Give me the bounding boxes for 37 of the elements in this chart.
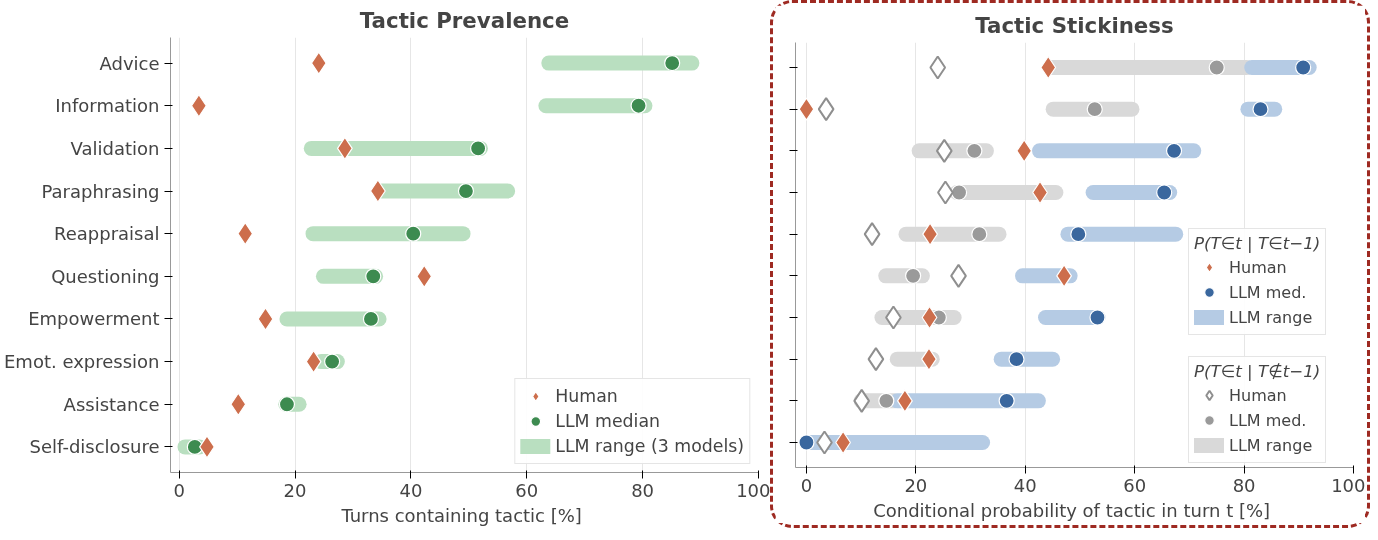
x-tick-label: 80 (631, 479, 655, 501)
legend-label: LLM med. (1229, 282, 1307, 302)
y-tick-label: Emot. expression (3, 351, 160, 373)
y-tick-label: Assistance (63, 393, 160, 415)
y-tick-label: Advice (99, 52, 160, 74)
legend-label: Human (555, 386, 618, 406)
y-tick-label: Paraphrasing (41, 180, 160, 202)
legend-label: LLM range (3 models) (555, 436, 744, 456)
x-tick-label: 0 (800, 474, 813, 496)
y-tick-label: Empowerment (28, 308, 160, 330)
x-axis-title: Conditional probability of tactic in turn t [%] (873, 499, 1271, 521)
legend-label: LLM range (1229, 435, 1313, 455)
chart-title: Tactic Prevalence (359, 7, 570, 33)
x-tick-label: 20 (904, 474, 928, 496)
y-tick-label: Validation (70, 137, 160, 159)
legend-label: LLM range (1229, 307, 1313, 327)
x-tick-label: 60 (1123, 474, 1147, 496)
x-tick-label: 80 (1232, 474, 1256, 496)
legend-label: LLM med. (1229, 410, 1307, 430)
text: P(T∈t | T∈t−1) (1194, 234, 1321, 253)
legend-label: LLM median (555, 411, 661, 431)
legend-label: Human (1229, 257, 1287, 277)
x-tick-label: 20 (283, 479, 307, 501)
y-tick-label: Self-disclosure (29, 436, 160, 458)
text: P(T∈t | T∉t−1) (1194, 362, 1321, 381)
x-tick-label: 40 (399, 479, 423, 501)
x-tick-label: 40 (1013, 474, 1037, 496)
x-tick-label: 60 (515, 479, 539, 501)
chart-title: Tactic Stickiness (975, 12, 1174, 38)
x-tick-label: 100 (736, 479, 771, 501)
legend-label: Human (1229, 385, 1287, 405)
y-tick-label: Questioning (51, 265, 160, 287)
x-axis-title: Turns containing tactic [%] (340, 504, 582, 526)
y-tick-label: Reappraisal (54, 223, 160, 245)
x-tick-label: 0 (173, 479, 185, 501)
y-tick-label: Information (55, 95, 160, 117)
x-tick-label: 100 (1331, 474, 1366, 496)
